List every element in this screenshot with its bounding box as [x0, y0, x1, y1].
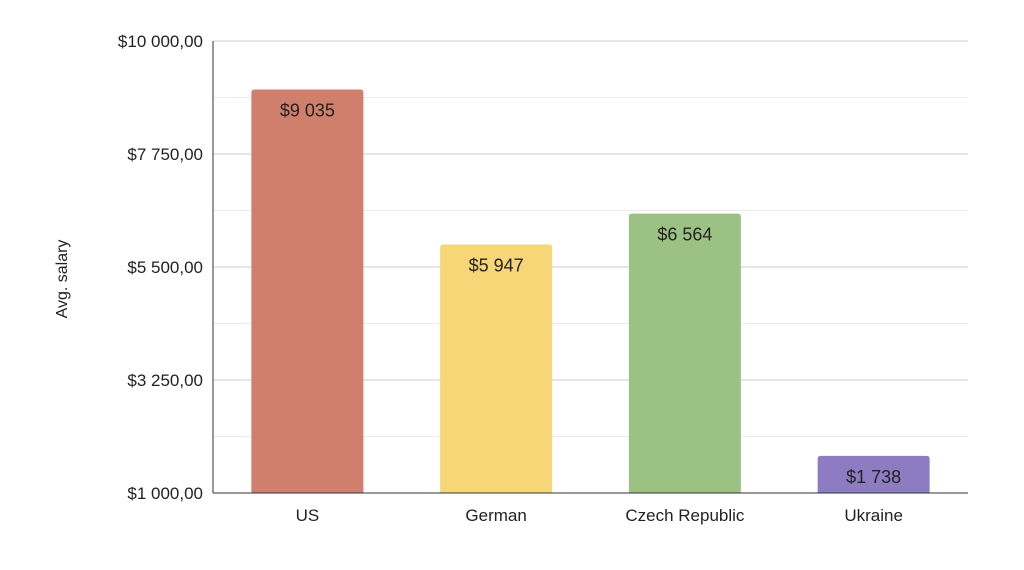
- bar-value-label: $9 035: [280, 100, 335, 120]
- bar-value-label: $5 947: [469, 256, 524, 276]
- x-tick-label: Ukraine: [844, 506, 903, 525]
- x-tick-label: Czech Republic: [625, 506, 745, 525]
- bar-czech-republic: [628, 213, 741, 494]
- bar-value-label: $6 564: [657, 225, 712, 245]
- y-tick-label: $1 000,00: [127, 484, 203, 503]
- y-tick-label: $3 250,00: [127, 371, 203, 390]
- y-tick-label: $7 750,00: [127, 145, 203, 164]
- bar-german: [440, 244, 553, 493]
- x-tick-label: German: [465, 506, 526, 525]
- x-axis-tick-labels: US German Czech Republic Ukraine: [296, 506, 903, 525]
- bar-value-label: $1 738: [846, 467, 901, 487]
- x-tick-label: US: [296, 506, 320, 525]
- bar-ukraine: [817, 455, 930, 493]
- bar-us: [251, 89, 364, 493]
- y-axis-title: Avg. salary: [54, 240, 71, 319]
- y-tick-label: $5 500,00: [127, 258, 203, 277]
- bars: $9 035 $5 947 $6 564 $1 738: [251, 89, 930, 494]
- y-tick-label: $10 000,00: [118, 32, 203, 51]
- y-axis-tick-labels: $1 000,00 $3 250,00 $5 500,00 $7 750,00 $10 …: [118, 32, 203, 503]
